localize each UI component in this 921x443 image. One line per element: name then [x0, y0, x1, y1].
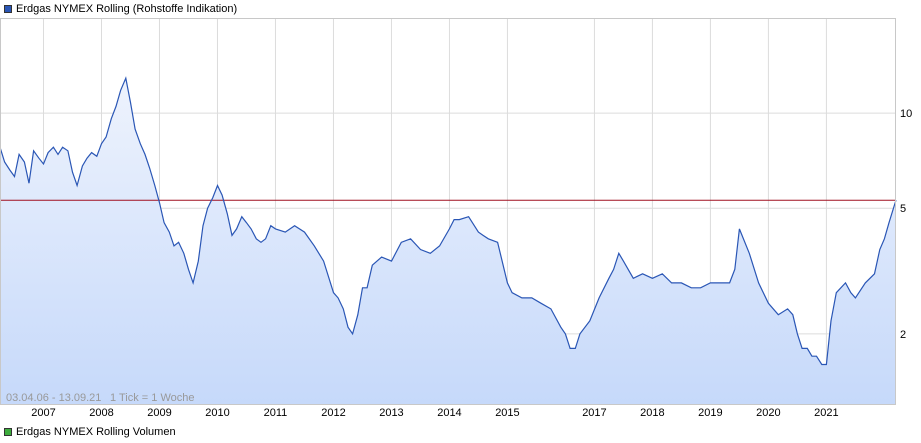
x-axis: 2007 2008 2009 2010 2011 2012 2013 2014 2015 2017…: [31, 407, 838, 419]
x-tick-label: 2013: [379, 407, 403, 419]
x-tick-label: 2009: [147, 407, 171, 419]
y-tick-label: 2: [900, 329, 906, 341]
price-legend-swatch: [4, 5, 12, 13]
x-tick-label: 2019: [698, 407, 722, 419]
x-tick-label: 2020: [756, 407, 780, 419]
x-tick-label: 2015: [495, 407, 519, 419]
x-tick-label: 2011: [264, 407, 288, 419]
price-legend-label: Erdgas NYMEX Rolling (Rohstoffe Indikati…: [16, 3, 238, 15]
volume-legend-swatch: [4, 428, 12, 436]
plot-frame: [0, 18, 896, 405]
volume-legend-label: Erdgas NYMEX Rolling Volumen: [16, 426, 176, 438]
x-tick-label: 2010: [205, 407, 229, 419]
price-area-fill: [0, 78, 896, 404]
x-tick-label: 2007: [31, 407, 55, 419]
y-tick-label: 10: [900, 108, 912, 120]
x-tick-label: 2021: [814, 407, 838, 419]
price-legend: Erdgas NYMEX Rolling (Rohstoffe Indikati…: [4, 3, 237, 15]
volume-legend: Erdgas NYMEX Rolling Volumen: [4, 426, 176, 438]
x-tick-label: 2017: [582, 407, 606, 419]
x-tick-label: 2012: [321, 407, 345, 419]
x-tick-label: 2008: [89, 407, 113, 419]
tick-info-label: 1 Tick = 1 Woche: [110, 392, 194, 404]
date-range-label: 03.04.06 - 13.09.21: [6, 392, 101, 404]
price-line: [0, 76, 897, 366]
y-tick-label: 5: [900, 203, 906, 215]
x-tick-label: 2014: [437, 407, 461, 419]
y-axis: 2 5 10: [900, 108, 912, 341]
x-tick-label: 2018: [640, 407, 664, 419]
